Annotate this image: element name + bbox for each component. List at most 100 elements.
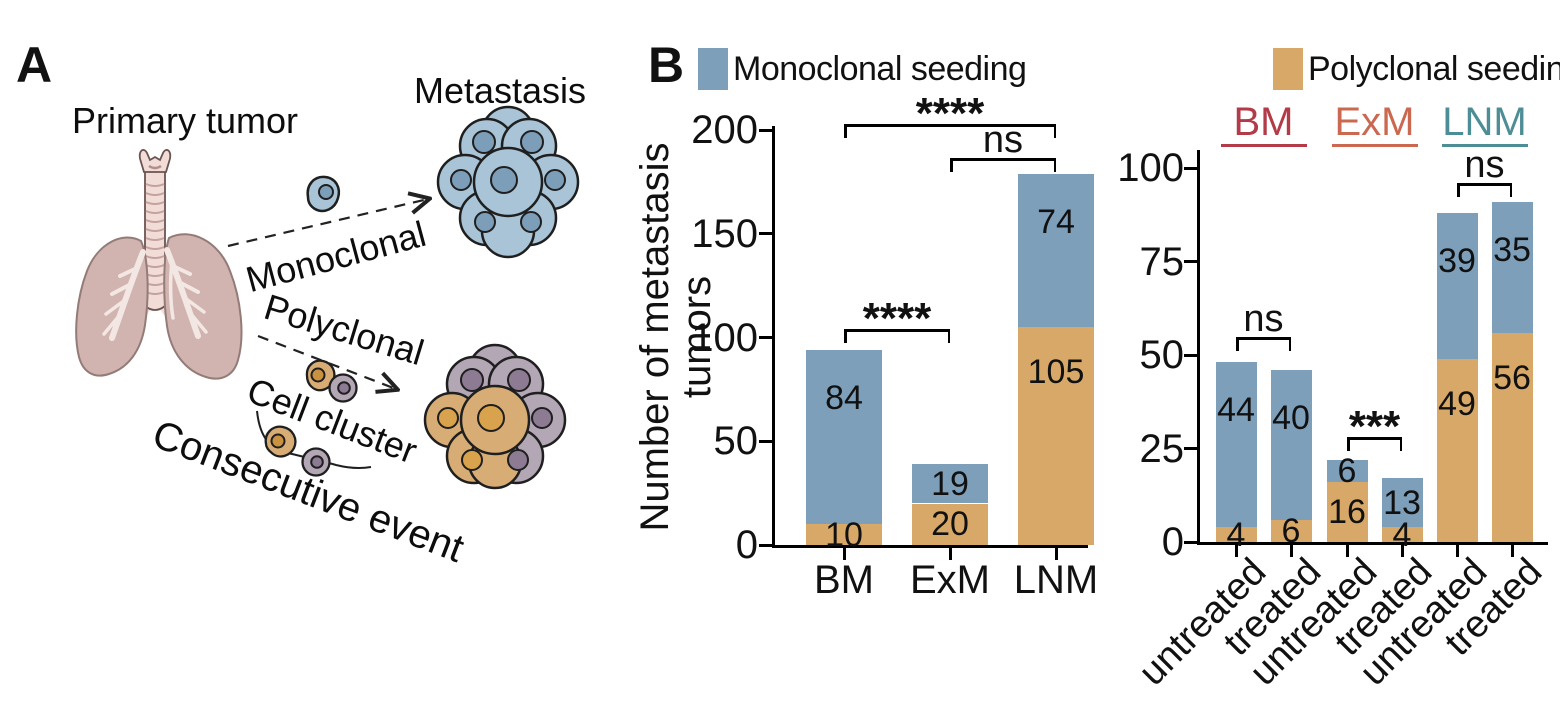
bar-value-label: 19 [931,464,969,503]
bar-segment-polyclonal [1018,327,1094,545]
y-tick-mark [759,336,772,339]
y-tick-mark [1184,260,1197,263]
panel-a-letter: A [16,37,53,93]
y-tick-label: 0 [1161,520,1184,564]
bar-value-label: 44 [1217,391,1255,430]
bar-segment-polyclonal [806,524,882,545]
monoclonal-metastasis-cluster [436,105,580,259]
significance-bracket-line [1347,437,1402,440]
legend-label-polyclonal: Polyclonal seeding [1308,50,1560,88]
bar-segment-monoclonal [806,349,882,525]
monoclonal-arrow [227,199,428,248]
significance-bracket-tick [1399,437,1402,451]
y-tick-mark [759,128,772,132]
significance-bracket-tick [844,124,847,138]
y-axis-line [772,126,775,548]
significance-bracket-tick [1236,337,1239,351]
consecutive-event-pair [256,410,372,477]
group-header-bm: BM [1233,100,1294,144]
significance-bracket-tick [1053,158,1056,172]
group-header-lnm: LNM [1442,100,1527,144]
x-category-label: LNM [1013,558,1099,602]
bar-segment-monoclonal [1215,362,1257,528]
bar-value-label: 13 [1383,483,1421,522]
legend-swatch-monoclonal [698,48,728,90]
significance-bracket-tick [844,329,847,343]
bar-value-label: 4 [1226,515,1246,554]
bar-segment-monoclonal [1018,173,1094,328]
larynx [138,149,172,173]
bar-value-label: 105 [1027,353,1085,392]
bar-segment-monoclonal [1326,459,1368,483]
significance-bracket-line [950,158,1056,161]
y-tick-label: 0 [735,523,758,567]
bar-value-label: 40 [1272,398,1310,437]
lung-right-lobe [163,233,243,380]
significance-bracket-line [844,124,1056,127]
bar-value-label: 56 [1493,358,1531,397]
y-tick-mark [1184,353,1197,357]
y-tick-mark [759,439,772,443]
significance-bracket-tick [947,329,950,343]
bar-segment-polyclonal [1270,519,1312,542]
cell-cluster-pair [305,359,358,403]
x-tick-mark [1510,545,1514,557]
y-tick-label: 100 [1117,146,1184,190]
significance-bracket-line [1457,183,1512,186]
significance-label: ns [1464,144,1505,186]
significance-bracket-tick [950,158,953,172]
y-tick-label: 50 [713,419,759,464]
x-axis-line [1197,542,1548,545]
bar-value-label: 6 [1281,511,1301,550]
bar-segment-polyclonal [1326,482,1368,542]
bar-value-label: 20 [931,505,969,544]
y-tick-mark [1184,166,1197,170]
bar-segment-monoclonal [1270,369,1312,520]
bar-value-label: 84 [825,378,863,417]
significance-label: **** [915,89,985,138]
bar-segment-polyclonal [1381,527,1423,542]
y-tick-label: 150 [691,211,758,256]
bar-segment-monoclonal [912,464,988,504]
group-header-underline [1331,144,1418,147]
x-tick-mark [1400,545,1404,557]
primary-tumor-label: Primary tumor [71,100,299,141]
x-axis-line [772,545,1088,548]
bar-segment-polyclonal [1436,358,1478,542]
significance-bracket-tick [1457,183,1460,197]
bar-segment-polyclonal [1215,527,1257,542]
x-tick-mark [1345,545,1349,557]
significance-bracket-tick [1509,183,1512,197]
bar-segment-polyclonal [1491,332,1533,542]
x-tick-mark [1289,545,1293,557]
bar-segment-monoclonal [1436,212,1478,359]
significance-label: *** [1348,402,1401,451]
polyclonal-metastasis-cluster [423,343,567,490]
panel-b-letter: B [648,37,685,93]
bar-value-label: 4 [1392,515,1412,554]
y-tick-label: 50 [1139,333,1185,377]
airway-branches [102,247,208,341]
polyclonal-arrow [257,334,396,389]
single-tumor-cell [306,175,341,213]
group-header-underline [1220,144,1307,147]
significance-label: ns [1243,298,1284,340]
x-tick-mark [948,548,952,560]
bar-segment-monoclonal [1491,201,1533,333]
x-tick-mark [842,548,846,560]
y-tick-mark [759,232,772,236]
group-header-exm: ExM [1334,100,1415,144]
x-tick-mark [1455,545,1459,557]
bar-value-label: 6 [1337,451,1357,490]
y-tick-label: 100 [691,315,758,360]
significance-bracket-tick [1053,124,1056,138]
x-tick-mark [1054,548,1058,560]
y-tick-mark [759,543,772,547]
y-tick-mark [1184,540,1197,544]
significance-bracket-line [1236,337,1291,340]
bar-segment-monoclonal [1381,478,1423,528]
bar-value-label: 35 [1493,230,1531,269]
x-category-label: ExM [910,558,990,602]
legend-label-monoclonal: Monoclonal seeding [733,50,1027,88]
